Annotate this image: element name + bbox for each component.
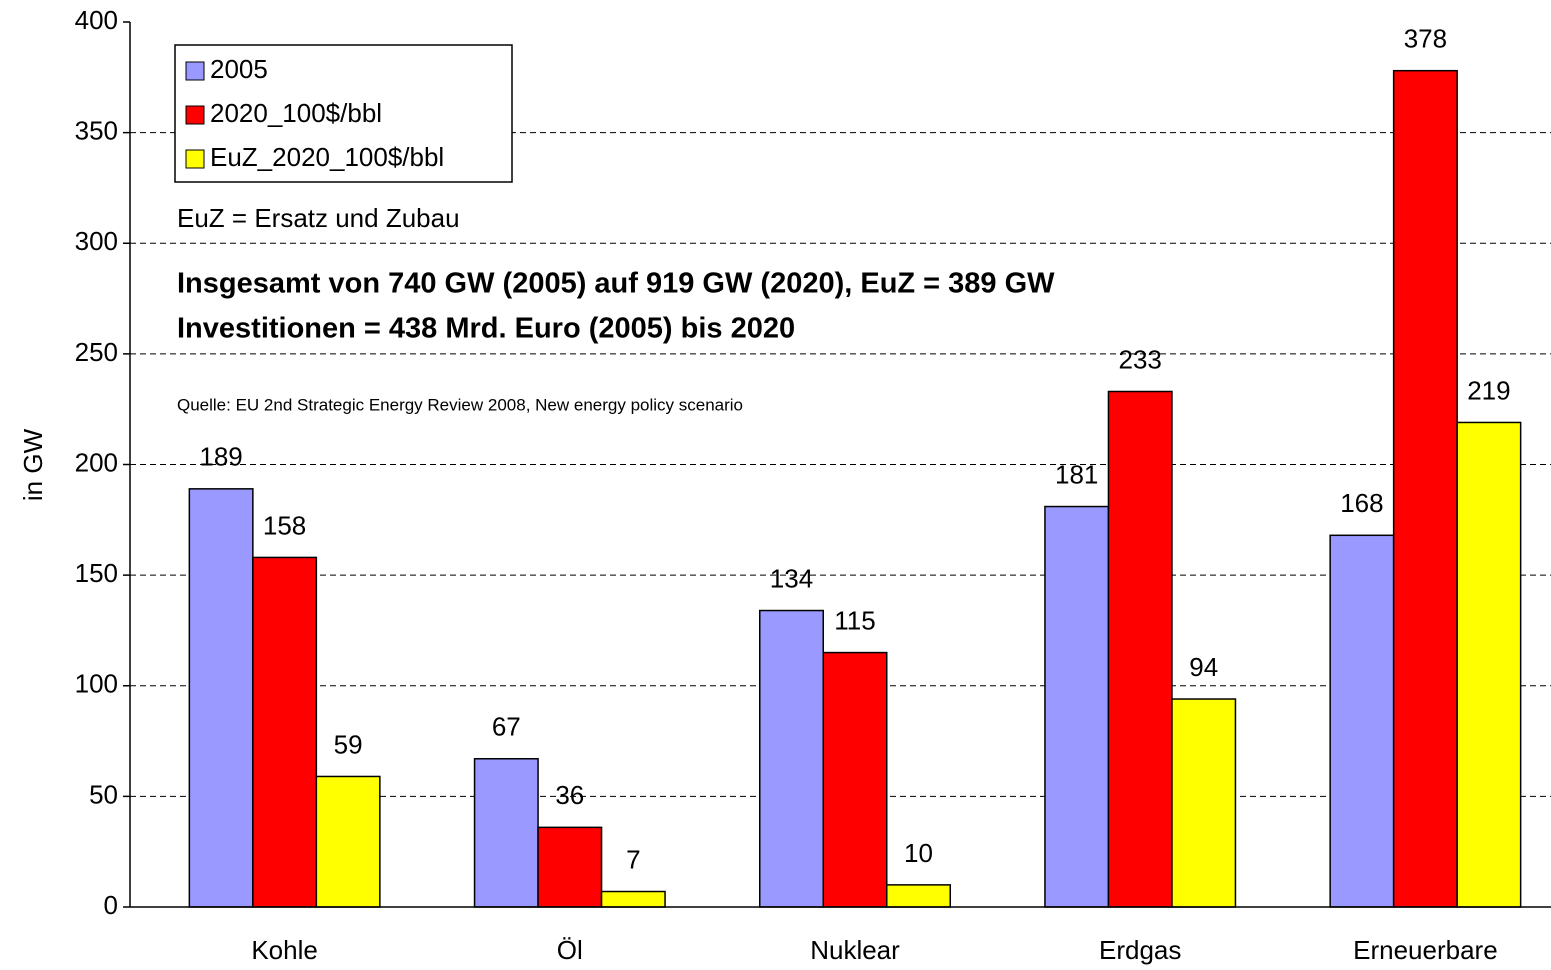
x-tick-label: Nuklear <box>810 935 900 965</box>
value-label: 115 <box>834 605 875 635</box>
value-label: 181 <box>1055 459 1098 489</box>
x-tick-label: Öl <box>557 935 583 965</box>
annotation-bold: Investitionen = 438 Mrd. Euro (2005) bis… <box>177 313 795 345</box>
value-label: 94 <box>1189 652 1218 682</box>
bar <box>188 488 254 908</box>
value-label: 7 <box>626 844 640 874</box>
legend-label: 2005 <box>210 54 268 84</box>
x-tick-label: Erdgas <box>1099 935 1181 965</box>
bar <box>1107 390 1173 908</box>
bar <box>1044 505 1110 908</box>
value-label: 168 <box>1340 488 1383 518</box>
bar <box>1456 421 1522 908</box>
value-label: 378 <box>1404 24 1447 54</box>
bar <box>759 609 824 908</box>
legend-box <box>174 44 513 183</box>
x-tick-label: Erneuerbare <box>1353 935 1498 965</box>
bar <box>822 651 888 908</box>
y-tick-label: 50 <box>89 779 118 809</box>
bar <box>315 775 381 908</box>
value-label: 233 <box>1119 344 1162 374</box>
legend-swatch <box>185 61 205 81</box>
legend-label: EuZ_2020_100$/bbl <box>210 142 444 172</box>
bar <box>886 884 951 908</box>
x-tick-label: Kohle <box>251 935 318 965</box>
bar <box>1392 69 1458 908</box>
value-label: 189 <box>199 442 242 472</box>
value-label: 67 <box>492 712 521 742</box>
y-tick-label: 350 <box>75 116 118 146</box>
y-tick-label: 150 <box>75 558 118 588</box>
legend-swatch <box>185 149 205 169</box>
bar <box>1329 534 1395 908</box>
annotation-bold: Insgesamt von 740 GW (2005) auf 919 GW (… <box>177 268 1055 300</box>
legend-swatch <box>185 105 205 125</box>
y-tick-label: 300 <box>75 226 118 256</box>
annotation: EuZ = Ersatz und Zubau <box>177 203 460 233</box>
value-label: 219 <box>1467 375 1510 405</box>
bar <box>600 890 666 908</box>
bar <box>537 826 603 908</box>
value-label: 59 <box>334 729 363 759</box>
value-label: 36 <box>555 780 584 810</box>
value-label: 134 <box>770 563 813 593</box>
legend-label: 2020_100$/bbl <box>210 98 382 128</box>
bar <box>252 556 318 908</box>
value-label: 158 <box>263 510 306 540</box>
value-label: 10 <box>904 838 933 868</box>
source-note: Quelle: EU 2nd Strategic Energy Review 2… <box>177 395 743 414</box>
y-tick-label: 400 <box>75 5 118 35</box>
y-tick-label: 250 <box>75 337 118 367</box>
y-tick-label: 100 <box>75 669 118 699</box>
y-tick-label: 0 <box>104 890 118 920</box>
bar <box>473 758 539 908</box>
y-tick-label: 200 <box>75 447 118 477</box>
y-axis-label: in GW <box>18 428 48 501</box>
bar <box>1171 698 1237 908</box>
